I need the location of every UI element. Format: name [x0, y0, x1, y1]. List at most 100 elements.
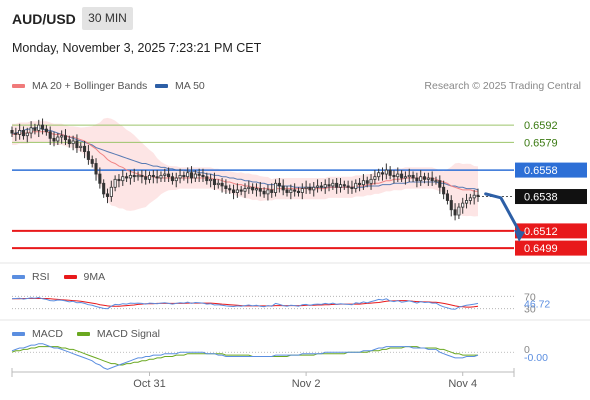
candle-body [159, 174, 163, 179]
candle-body [205, 176, 209, 182]
level-tag-current [515, 189, 587, 205]
candle-body [388, 169, 392, 176]
candle-body [438, 180, 442, 188]
candle-body [361, 180, 365, 186]
candle-body [461, 202, 465, 208]
candle-body [125, 176, 129, 179]
candle-body [121, 176, 125, 182]
candle-body [300, 188, 304, 193]
level-label: 0.6499 [524, 243, 558, 255]
forecast-arrow [484, 192, 522, 235]
candle-body [63, 135, 68, 141]
candle-body [197, 173, 201, 176]
candle-body [224, 185, 228, 189]
candle-body [182, 174, 186, 178]
candle-body [411, 174, 415, 179]
candle-body [472, 194, 476, 199]
rsi-swatch [12, 275, 25, 279]
candle-body [163, 173, 167, 176]
rsi-label: RSI [32, 271, 50, 283]
candle-body [247, 186, 251, 189]
level-label: 0.6579 [524, 137, 558, 149]
candle-body [426, 177, 430, 180]
candle-body [14, 132, 18, 135]
candle-body [434, 180, 438, 183]
candle-body [354, 182, 358, 189]
candle-body [60, 135, 64, 138]
candle-body [56, 136, 60, 142]
level-tag-red [515, 223, 587, 239]
candle-body [109, 186, 113, 197]
macd-zero-label: 0 [524, 344, 530, 356]
candle-body [232, 189, 236, 193]
candle-body [136, 174, 140, 178]
candle-body [289, 189, 293, 193]
candle-body [384, 169, 388, 175]
candle-body [29, 127, 33, 134]
candle-body [331, 182, 335, 187]
forecast-arrow-head [514, 229, 526, 242]
candle-body [296, 190, 301, 193]
candle-body [369, 178, 373, 184]
candle-body [147, 174, 152, 180]
candle-body [79, 145, 83, 149]
candle-body [396, 173, 400, 178]
candle-body [430, 177, 434, 182]
price-panel[interactable]: 0.6592 0.6579 0.6558 0.6538 0.6512 0.6499 [0, 117, 590, 264]
candle-body [71, 140, 75, 145]
level-label: 0.6592 [524, 120, 558, 132]
candle-body [37, 124, 41, 131]
rsi-line [11, 296, 479, 310]
candle-body [209, 178, 213, 182]
candle-body [457, 206, 461, 216]
candle-body [365, 180, 369, 184]
candle-body [400, 173, 404, 179]
candle-body [94, 163, 98, 175]
candle-body [239, 189, 243, 192]
legend-rsi: RSI 9MA [12, 271, 105, 283]
candle-body [380, 172, 385, 175]
candle-body [358, 182, 362, 186]
macd-panel[interactable]: 0-0.00 [11, 343, 548, 370]
candle-body [476, 194, 480, 197]
candle-body [316, 185, 320, 188]
x-tick-label: Nov 4 [448, 378, 477, 390]
candle-body [151, 174, 155, 178]
level-tag-blue [515, 162, 587, 178]
candle-body [254, 188, 258, 191]
candle-body [293, 189, 297, 192]
candle-body [52, 137, 56, 142]
candle-body [327, 184, 331, 187]
candle-body [449, 200, 453, 211]
candle-body [228, 188, 232, 191]
candle-body [338, 184, 343, 188]
macd-current-label: -0.00 [524, 352, 548, 364]
candle-body [392, 174, 396, 178]
timeframe-badge[interactable]: 30 MIN [82, 7, 133, 30]
candle-body [285, 189, 289, 193]
candle-body [117, 178, 121, 182]
chart-header: AUD/USD 30 MIN [0, 0, 590, 36]
bollinger-band [12, 117, 478, 217]
candle-body [308, 186, 312, 191]
candle-body [174, 177, 178, 182]
candle-body [201, 174, 205, 178]
candle-body [21, 130, 25, 137]
candle-body [281, 185, 285, 191]
candle-body [33, 127, 37, 131]
rsi-ma-swatch [63, 275, 77, 279]
rsi-ma-label: 9MA [83, 271, 106, 283]
level-label: 0.6538 [524, 192, 558, 204]
candle-body [90, 159, 94, 164]
rsi-level-label: 30 [524, 304, 536, 316]
candle-body [407, 174, 411, 178]
candle-body [262, 190, 266, 195]
candle-body [178, 174, 182, 179]
candle-body [342, 184, 346, 187]
datetime-label: Monday, November 3, 2025 7:23:21 PM CET [12, 41, 262, 55]
candle-body [251, 186, 255, 191]
candle-body [128, 174, 132, 179]
candle-body [350, 186, 354, 189]
